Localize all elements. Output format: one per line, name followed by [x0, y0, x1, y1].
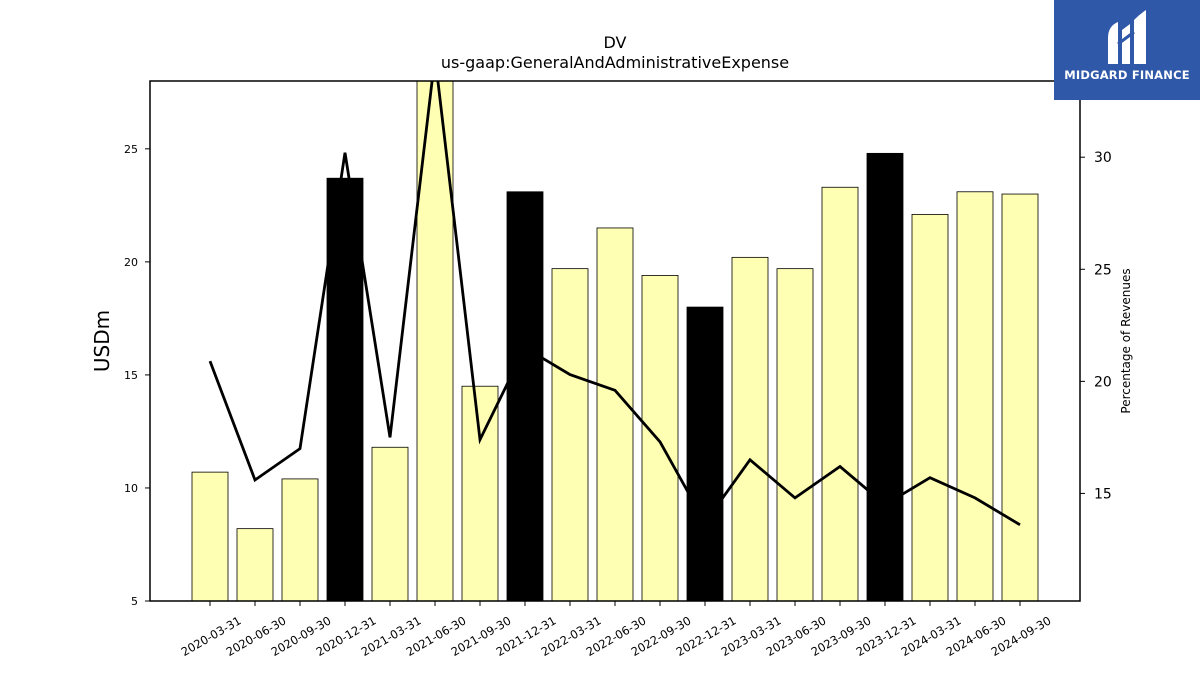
bar-2022-12-31: [686, 306, 724, 601]
bar-2020-06-30: [236, 528, 274, 601]
logo-mark-icon: [1108, 10, 1146, 64]
bar-2021-12-31: [506, 191, 544, 601]
y-tick-label: 25: [124, 143, 138, 156]
logo-text: MIDGARD FINANCE: [1064, 68, 1190, 82]
bar-2022-09-30: [641, 275, 679, 601]
y-tick-label: 5: [131, 595, 138, 608]
y-axis-label: USDm: [90, 310, 114, 372]
x-axis: 2020-03-312020-06-302020-09-302020-12-31…: [179, 601, 1054, 659]
bar-2024-06-30: [956, 191, 994, 601]
chart-subtitle: us-gaap:GeneralAndAdministrativeExpense: [441, 53, 789, 72]
bar-2020-03-31: [191, 471, 229, 601]
chart-title: DV: [604, 33, 627, 52]
bar-2022-06-30: [596, 227, 634, 601]
bar-2020-12-31: [326, 177, 364, 601]
y-tick-label: 20: [124, 256, 138, 269]
bar-2023-03-31: [731, 256, 769, 601]
bar-2021-03-31: [371, 446, 409, 601]
bar-2023-12-31: [866, 152, 904, 601]
bar-2023-09-30: [821, 186, 859, 601]
bar-2024-03-31: [911, 213, 949, 601]
left-axis: 5 10 15 20 25: [124, 143, 150, 608]
y2-tick-label: 20: [1094, 374, 1112, 390]
line-group: [208, 81, 1021, 526]
y2-tick-label: 15: [1094, 486, 1112, 502]
y2-tick-label: 25: [1094, 262, 1112, 278]
y-tick-label: 15: [124, 369, 138, 382]
y2-axis-label: Percentage of Revenues: [1119, 268, 1133, 413]
line-series: [208, 81, 1021, 526]
right-axis: 15 20 25 30: [1080, 150, 1112, 502]
bar-2023-06-30: [776, 268, 814, 601]
bar-2022-03-31: [551, 268, 589, 601]
bar-2024-09-30: [1001, 193, 1039, 601]
y-tick-label: 10: [124, 482, 138, 495]
bars-group: [191, 81, 1039, 601]
brand-logo: MIDGARD FINANCE: [1054, 0, 1200, 100]
y2-tick-label: 30: [1094, 150, 1112, 166]
bar-2020-09-30: [281, 478, 319, 601]
bar-2021-09-30: [461, 385, 499, 601]
